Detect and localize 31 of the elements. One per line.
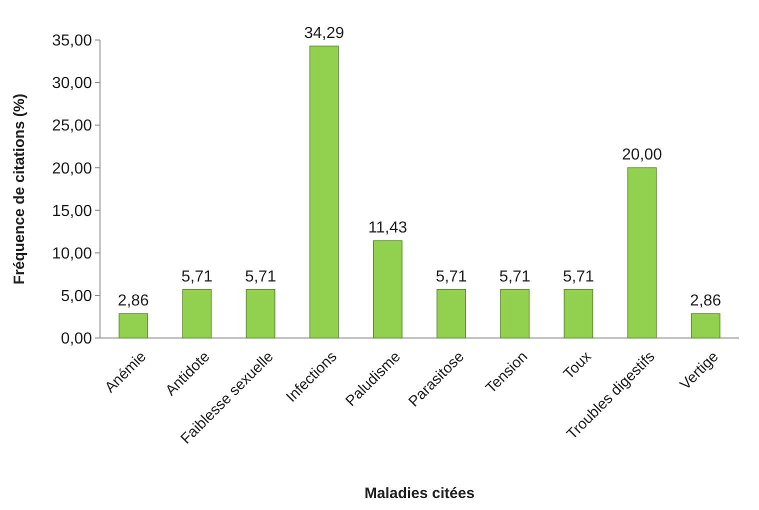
y-axis-title: Fréquence de citations (%) bbox=[11, 94, 28, 284]
bar bbox=[690, 313, 720, 338]
y-tick-label: 5,00 bbox=[60, 288, 92, 306]
data-label: 5,71 bbox=[436, 268, 467, 286]
data-label: 20,00 bbox=[622, 146, 662, 164]
bar bbox=[500, 288, 530, 338]
data-label: 5,71 bbox=[562, 268, 594, 286]
bar bbox=[118, 313, 148, 338]
data-label: 2,86 bbox=[118, 292, 150, 310]
y-tick-label: 20,00 bbox=[52, 160, 92, 178]
bar bbox=[246, 288, 276, 338]
x-tick-label: Toux bbox=[560, 348, 596, 383]
bar bbox=[309, 46, 339, 338]
bar bbox=[373, 240, 402, 338]
y-tick-label: 10,00 bbox=[52, 245, 92, 262]
y-tick-label: 15,00 bbox=[52, 202, 92, 220]
bar bbox=[436, 288, 466, 338]
data-label: 5,71 bbox=[244, 268, 276, 286]
y-tick-label: 35,00 bbox=[52, 32, 92, 50]
data-label: 5,71 bbox=[181, 268, 213, 286]
bar bbox=[182, 288, 212, 338]
y-tick-label: 0,00 bbox=[60, 330, 92, 348]
data-label: 34,29 bbox=[304, 25, 344, 42]
data-label: 11,43 bbox=[368, 220, 408, 237]
y-tick-label: 25,00 bbox=[52, 118, 92, 135]
bar bbox=[564, 288, 594, 338]
data-label: 5,71 bbox=[499, 268, 531, 286]
y-tick-label: 30,00 bbox=[52, 75, 92, 92]
x-axis-title: Maladies citées bbox=[364, 485, 475, 502]
bar bbox=[627, 167, 657, 338]
data-label: 2,86 bbox=[690, 292, 722, 310]
